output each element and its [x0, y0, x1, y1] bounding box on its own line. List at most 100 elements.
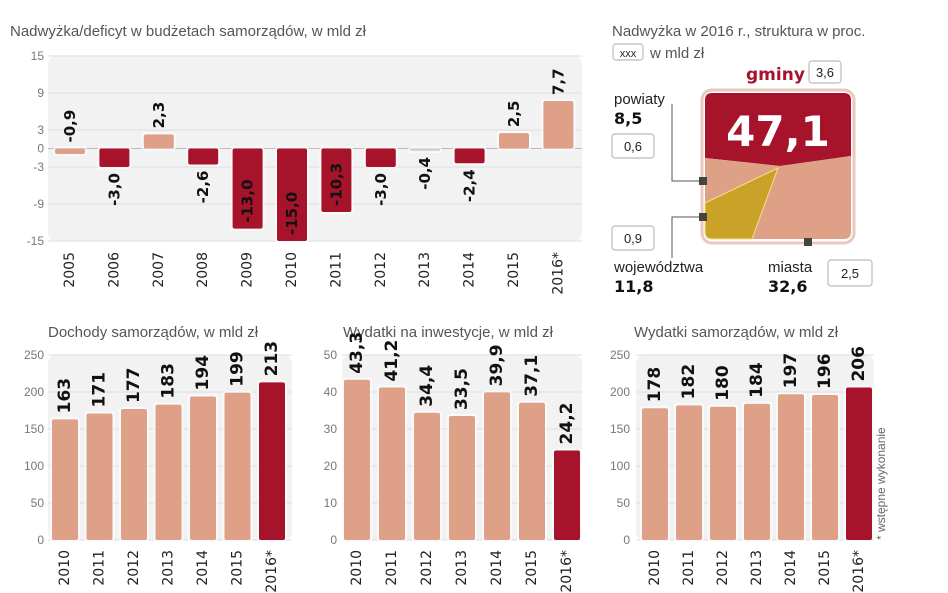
- segment-gminy: [705, 93, 851, 166]
- bar: [484, 392, 510, 540]
- y-tick-label: 100: [610, 459, 630, 473]
- bar: [86, 413, 113, 540]
- segment-wojewodztwa: [704, 167, 779, 240]
- bar: [259, 382, 285, 540]
- bar: [554, 450, 580, 540]
- value-label: 24,2: [557, 403, 577, 445]
- y-tick-label: 3: [37, 123, 44, 137]
- x-tick-label: 2009: [240, 252, 256, 288]
- powiaty-amount: 0,6: [624, 139, 642, 154]
- value-label: 43,3: [347, 332, 367, 374]
- bar: [190, 396, 216, 540]
- bar: [52, 419, 78, 540]
- bar-chart-3: 5040302010043,3201041,2201134,4201233,52…: [324, 332, 582, 593]
- wojewodztwa-amount: 0,9: [624, 231, 642, 246]
- y-tick-label: -9: [33, 197, 44, 211]
- expenditure-chart-title: Wydatki samorządów, w mld zł: [634, 324, 839, 341]
- bar: [543, 101, 574, 149]
- x-tick-label: 2015: [817, 550, 833, 586]
- bar: [232, 148, 263, 229]
- footnote: * wstępne wykonanie: [874, 427, 888, 540]
- miasta-amount: 2,5: [841, 266, 859, 281]
- bar: [642, 408, 668, 540]
- value-label: -2,4: [461, 169, 479, 202]
- x-tick-label: 2011: [92, 550, 108, 586]
- powiaty-label: powiaty: [614, 91, 665, 108]
- bar: [778, 394, 804, 540]
- value-label: -0,4: [416, 157, 434, 190]
- legend-box: [612, 43, 644, 61]
- value-label: 196: [815, 353, 835, 389]
- value-label: 34,4: [417, 365, 437, 407]
- value-label: -3,0: [105, 173, 123, 206]
- bar: [277, 148, 307, 241]
- x-tick-label: 2012: [419, 550, 435, 586]
- x-tick-label: 2016*: [264, 550, 280, 593]
- bar: [454, 148, 485, 164]
- value-label: 180: [713, 365, 733, 401]
- value-label: -3,0: [372, 173, 390, 206]
- bar: [379, 387, 405, 540]
- value-label: 2,3: [150, 102, 168, 129]
- bar: [410, 148, 441, 151]
- value-label: 197: [781, 353, 801, 389]
- gminy-amount: 3,6: [816, 65, 834, 80]
- y-tick-label: 200: [24, 385, 44, 399]
- value-label: 213: [262, 341, 282, 377]
- x-tick-label: 2012: [126, 550, 142, 586]
- y-tick-label: 0: [37, 142, 44, 156]
- x-tick-label: 2006: [106, 252, 122, 288]
- value-label: 199: [228, 351, 248, 387]
- bar: [121, 409, 147, 540]
- value-label: 178: [645, 367, 665, 403]
- bar: [99, 148, 130, 167]
- x-tick-label: 2011: [681, 550, 697, 586]
- x-tick-label: 2013: [454, 550, 470, 586]
- investment-chart-title: Wydatki na inwestycje, w mld zł: [343, 324, 554, 341]
- y-tick-label: 30: [324, 422, 338, 436]
- gminy-label: gminy: [746, 65, 805, 85]
- bar-chart-0: 15 9 3 0 -3 -9 -15 -0,9 2005 -3,0 2006 2,3 2007 -2,6 2…: [27, 49, 582, 295]
- value-label: 194: [193, 355, 213, 391]
- y-tick-label: -3: [33, 160, 44, 174]
- bar: [812, 394, 838, 540]
- bar-chart-4: 250 200 150 100 50 0 178 2010 182 2011 180 2012 184 2…: [610, 346, 874, 593]
- x-tick-label: 2015: [506, 252, 522, 288]
- legend-box-text: xxx: [620, 48, 637, 60]
- x-tick-label: 2008: [195, 252, 211, 288]
- y-tick-label: 15: [31, 49, 45, 63]
- x-tick-label: 2016*: [550, 252, 566, 295]
- bar: [449, 416, 475, 540]
- y-tick-label: 50: [31, 496, 45, 510]
- value-label: 7,7: [549, 68, 567, 95]
- y-tick-label: 9: [37, 86, 44, 100]
- legend-text: w mld zł: [649, 45, 705, 62]
- bar: [344, 379, 370, 540]
- bar: [55, 148, 85, 155]
- wojewodztwa-percent: 11,8: [614, 277, 653, 296]
- bar: [744, 403, 770, 540]
- x-tick-label: 2011: [328, 252, 344, 288]
- bar: [710, 406, 736, 540]
- bar: [143, 134, 174, 149]
- bar-chart-2: 250 200 150 100 50 0 163 2010 171 2011 177 2012 183 2…: [24, 341, 292, 593]
- value-label: 206: [849, 346, 869, 382]
- segment-powiaty: [705, 158, 778, 203]
- x-tick-label: 2010: [284, 252, 300, 288]
- x-tick-label: 2010: [57, 550, 73, 586]
- bar: [676, 405, 702, 540]
- x-tick-label: 2010: [349, 550, 365, 586]
- value-label: 163: [55, 378, 75, 414]
- x-tick-label: 2014: [195, 550, 211, 586]
- x-tick-label: 2014: [489, 550, 505, 586]
- y-tick-label: 40: [324, 385, 338, 399]
- value-label: 2,5: [505, 101, 523, 128]
- bar: [365, 148, 396, 167]
- x-tick-label: 2013: [417, 252, 433, 288]
- y-tick-label: 150: [610, 422, 630, 436]
- x-tick-label: 2005: [62, 252, 78, 288]
- y-tick-label: 20: [324, 459, 338, 473]
- structure-title: Nadwyżka w 2016 r., struktura w proc.: [612, 23, 865, 40]
- y-tick-label: 50: [617, 496, 631, 510]
- y-tick-label: 0: [330, 533, 337, 547]
